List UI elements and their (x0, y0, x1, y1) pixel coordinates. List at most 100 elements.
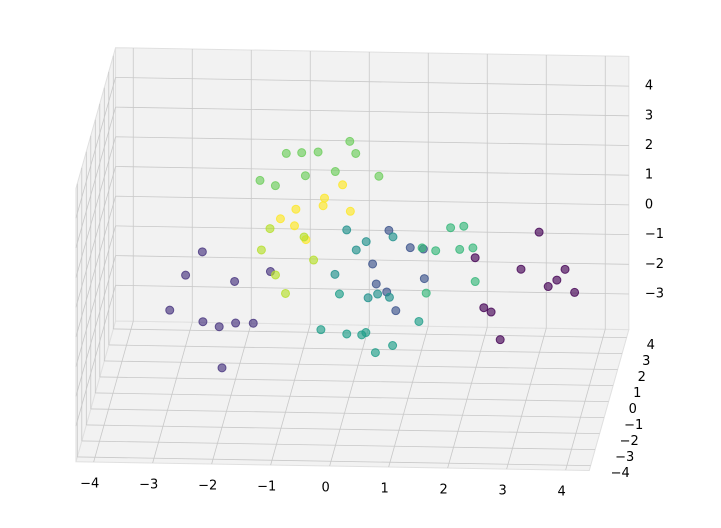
point (320, 193, 329, 203)
grid-line (75, 106, 116, 249)
point (534, 227, 544, 237)
point (297, 148, 307, 158)
grid-line (75, 255, 116, 397)
point (421, 288, 431, 298)
point (198, 317, 208, 327)
point (345, 136, 355, 146)
point (374, 171, 384, 181)
point (271, 270, 280, 280)
point (342, 225, 352, 235)
grid-line (75, 285, 116, 427)
z-tick-label: −1 (645, 227, 664, 242)
x-tick-label: −3 (139, 478, 158, 493)
grid-line (75, 77, 116, 219)
point (330, 167, 340, 177)
point (486, 307, 496, 317)
grid-line (104, 360, 618, 371)
point (361, 237, 371, 247)
z-tick-label: 0 (645, 197, 653, 212)
point (446, 223, 456, 233)
point (291, 204, 301, 214)
point (217, 363, 227, 373)
grid-line (90, 408, 605, 419)
point (552, 275, 562, 285)
y-tick-label: 2 (638, 370, 646, 385)
z-tick-label: 3 (645, 108, 653, 123)
point (342, 329, 352, 339)
point (231, 318, 241, 328)
grid-line (75, 166, 116, 308)
grid-line (211, 323, 252, 465)
y-tick-label: −1 (624, 418, 643, 433)
point (455, 244, 465, 254)
z-tick-label: 1 (645, 168, 653, 183)
y-tick-label: 1 (633, 386, 641, 401)
point (405, 243, 415, 253)
point (338, 180, 348, 190)
point (388, 341, 398, 350)
point (391, 306, 401, 316)
point (368, 259, 378, 269)
x-tick-label: 0 (322, 481, 330, 496)
back-pane (115, 47, 630, 331)
point (214, 322, 224, 332)
point (543, 282, 553, 292)
point (248, 318, 258, 328)
x-tick-label: 1 (381, 482, 389, 497)
y-tick-label: 4 (647, 338, 655, 353)
point (334, 289, 344, 299)
point (300, 171, 310, 181)
point (165, 305, 175, 315)
grid-line (81, 440, 596, 451)
point (318, 201, 328, 211)
point (357, 330, 367, 340)
point (299, 232, 309, 242)
x-tick-label: −2 (198, 479, 217, 494)
grid-line (115, 284, 629, 295)
x-tick-label: 3 (499, 484, 507, 499)
z-tick-label: 2 (645, 138, 653, 153)
grid-line (115, 166, 629, 176)
grid-line (93, 321, 134, 463)
point (384, 225, 394, 235)
point (370, 348, 380, 358)
grid-line (447, 327, 488, 469)
point (265, 224, 275, 234)
grid-line (270, 324, 311, 466)
grid-line (115, 77, 629, 87)
y-tick-label: −4 (611, 466, 630, 481)
point (275, 214, 285, 224)
x-tick-label: 2 (440, 483, 448, 498)
grid-line (115, 106, 629, 117)
grid-line (115, 136, 629, 146)
y-tick-label: −3 (615, 450, 634, 465)
grid-line (388, 326, 429, 468)
grid-line (75, 225, 116, 367)
grid-line (86, 424, 600, 435)
point (281, 288, 290, 298)
y-tick-label: 3 (642, 354, 650, 369)
point (290, 221, 299, 231)
point (495, 335, 505, 345)
grid-line (75, 196, 116, 338)
grid-line (99, 376, 614, 387)
point (316, 325, 326, 335)
point (181, 270, 191, 280)
point (516, 264, 526, 274)
grid-line (115, 195, 629, 206)
point (384, 292, 394, 302)
point (230, 276, 240, 286)
point (570, 287, 580, 297)
point (330, 269, 340, 279)
point (431, 246, 441, 256)
point (363, 293, 373, 303)
point (388, 232, 398, 242)
grid-line (108, 344, 623, 355)
point (281, 148, 291, 158)
point (309, 255, 319, 265)
point (197, 247, 207, 257)
point (419, 274, 429, 284)
point (270, 181, 280, 191)
point (417, 243, 427, 253)
